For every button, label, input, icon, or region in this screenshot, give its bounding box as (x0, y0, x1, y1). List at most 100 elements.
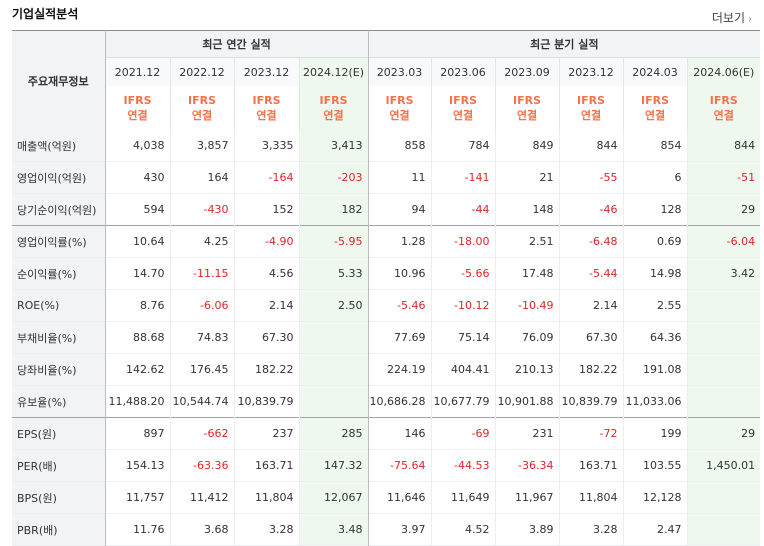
table-cell: 2.14 (558, 289, 624, 322)
period-header: 2023.12 (558, 57, 624, 86)
section-title: 기업실적분석 (12, 7, 79, 21)
table-cell: 3,857 (169, 130, 234, 162)
standard-line1: IFRS (319, 94, 348, 107)
standard-line1: IFRS (449, 94, 478, 107)
table-cell: 10.64 (104, 225, 170, 258)
table-cell: -10.49 (494, 289, 560, 322)
table-cell: 10,839.79 (233, 385, 299, 418)
table-cell: 14.98 (622, 257, 688, 290)
table-row: 당기순이익(억원) 594 -430 152 182 94 -44 148 -46 128 29 (12, 193, 761, 226)
period-header: 2023.06 (430, 57, 496, 86)
table-cell: 11,967 (494, 481, 560, 514)
table-cell: 94 (367, 193, 432, 226)
table-cell: -36.34 (494, 449, 560, 482)
row-label: 영업이익(억원) (12, 161, 105, 194)
row-label: BPS(원) (12, 481, 105, 514)
standard-line1: IFRS (513, 94, 542, 107)
period-header: 2024.03 (622, 57, 688, 86)
table-cell: 128 (622, 193, 688, 226)
table-cell: 10,686.28 (367, 385, 432, 418)
table-cell: 858 (367, 130, 432, 162)
table-cell: 10,839.79 (558, 385, 624, 418)
table-cell: -5.46 (367, 289, 432, 322)
table-cell (298, 353, 369, 386)
more-link[interactable]: 더보기 › (712, 9, 752, 26)
table-cell: 154.13 (104, 449, 170, 482)
row-label: 부채비율(%) (12, 321, 105, 354)
table-cell: 3,413 (298, 130, 369, 162)
table-cell: -6.06 (169, 289, 234, 322)
table-cell: -203 (298, 161, 369, 194)
row-label: 영업이익률(%) (12, 225, 105, 258)
accounting-standard: IFRS 연결 (622, 86, 688, 130)
table-cell (298, 321, 369, 354)
table-cell: 21 (494, 161, 560, 194)
table-cell: 182.22 (558, 353, 624, 386)
table-cell: -46 (558, 193, 624, 226)
annual-group-header: 최근 연간 실적 (104, 30, 369, 58)
accounting-standard: IFRS 연결 (298, 86, 369, 130)
table-cell: -51 (686, 161, 761, 194)
period-header: 2023.12 (233, 57, 299, 86)
table-cell: 76.09 (494, 321, 560, 354)
table-cell: 2.51 (494, 225, 560, 258)
standard-line2: 연결 (389, 109, 410, 122)
table-cell: 854 (622, 130, 688, 162)
row-label: 매출액(억원) (12, 130, 105, 162)
table-cell: 103.55 (622, 449, 688, 482)
table-row: 유보율(%) 11,488.20 10,544.74 10,839.79 10,686.… (12, 385, 761, 418)
period-header: 2023.09 (494, 57, 560, 86)
table-cell: 11,804 (233, 481, 299, 514)
table-cell: 29 (686, 193, 761, 226)
table-cell: 210.13 (494, 353, 560, 386)
accounting-standard: IFRS 연결 (686, 86, 761, 130)
standard-line1: IFRS (641, 94, 670, 107)
table-cell: -63.36 (169, 449, 234, 482)
table-cell: -6.48 (558, 225, 624, 258)
table-cell: 4.25 (169, 225, 234, 258)
row-label-header: 주요재무정보 (12, 30, 105, 130)
table-cell: 2.55 (622, 289, 688, 322)
table-cell: -430 (169, 193, 234, 226)
table-cell: -4.90 (233, 225, 299, 258)
table-cell: 3,335 (233, 130, 299, 162)
standard-line1: IFRS (252, 94, 281, 107)
table-cell: 147.32 (298, 449, 369, 482)
table-cell: 11,804 (558, 481, 624, 514)
table-cell: 77.69 (367, 321, 432, 354)
table-row: EPS(원) 897 -662 237 285 146 -69 231 -72 199 29 (12, 417, 761, 450)
table-cell: 3.28 (558, 513, 624, 546)
table-cell: 182.22 (233, 353, 299, 386)
quarter-group-header: 최근 분기 실적 (367, 30, 761, 58)
table-cell: -55 (558, 161, 624, 194)
table-cell: 404.41 (430, 353, 496, 386)
table-row: 부채비율(%) 88.68 74.83 67.30 77.69 75.14 76.09 67.… (12, 321, 761, 354)
accounting-standard: IFRS 연결 (494, 86, 560, 130)
table-cell: -72 (558, 417, 624, 450)
table-cell (686, 481, 761, 514)
table-cell: 152 (233, 193, 299, 226)
row-label: 순이익률(%) (12, 257, 105, 290)
table-cell: -75.64 (367, 449, 432, 482)
table-row: 매출액(억원) 4,038 3,857 3,335 3,413 858 784 849 844 8… (12, 130, 761, 162)
accounting-standard: IFRS 연결 (558, 86, 624, 130)
table-cell: 11,646 (367, 481, 432, 514)
table-cell: -10.12 (430, 289, 496, 322)
table-cell (298, 385, 369, 418)
table-cell: -18.00 (430, 225, 496, 258)
table-cell: -44.53 (430, 449, 496, 482)
accounting-standard: IFRS 연결 (233, 86, 299, 130)
table-cell: 11.76 (104, 513, 170, 546)
table-cell: 4.52 (430, 513, 496, 546)
more-label: 더보기 (711, 11, 745, 25)
financial-table: 주요재무정보 최근 연간 실적 최근 분기 실적 2021.12 2022.12 2… (12, 30, 761, 546)
table-cell: -5.95 (298, 225, 369, 258)
table-cell: -662 (169, 417, 234, 450)
table-cell: 176.45 (169, 353, 234, 386)
table-cell: 11,412 (169, 481, 234, 514)
standard-line2: 연결 (580, 109, 602, 122)
table-cell: 3.89 (494, 513, 560, 546)
table-cell: 10,544.74 (169, 385, 234, 418)
table-cell: 231 (494, 417, 560, 450)
table-cell: 594 (104, 193, 170, 226)
